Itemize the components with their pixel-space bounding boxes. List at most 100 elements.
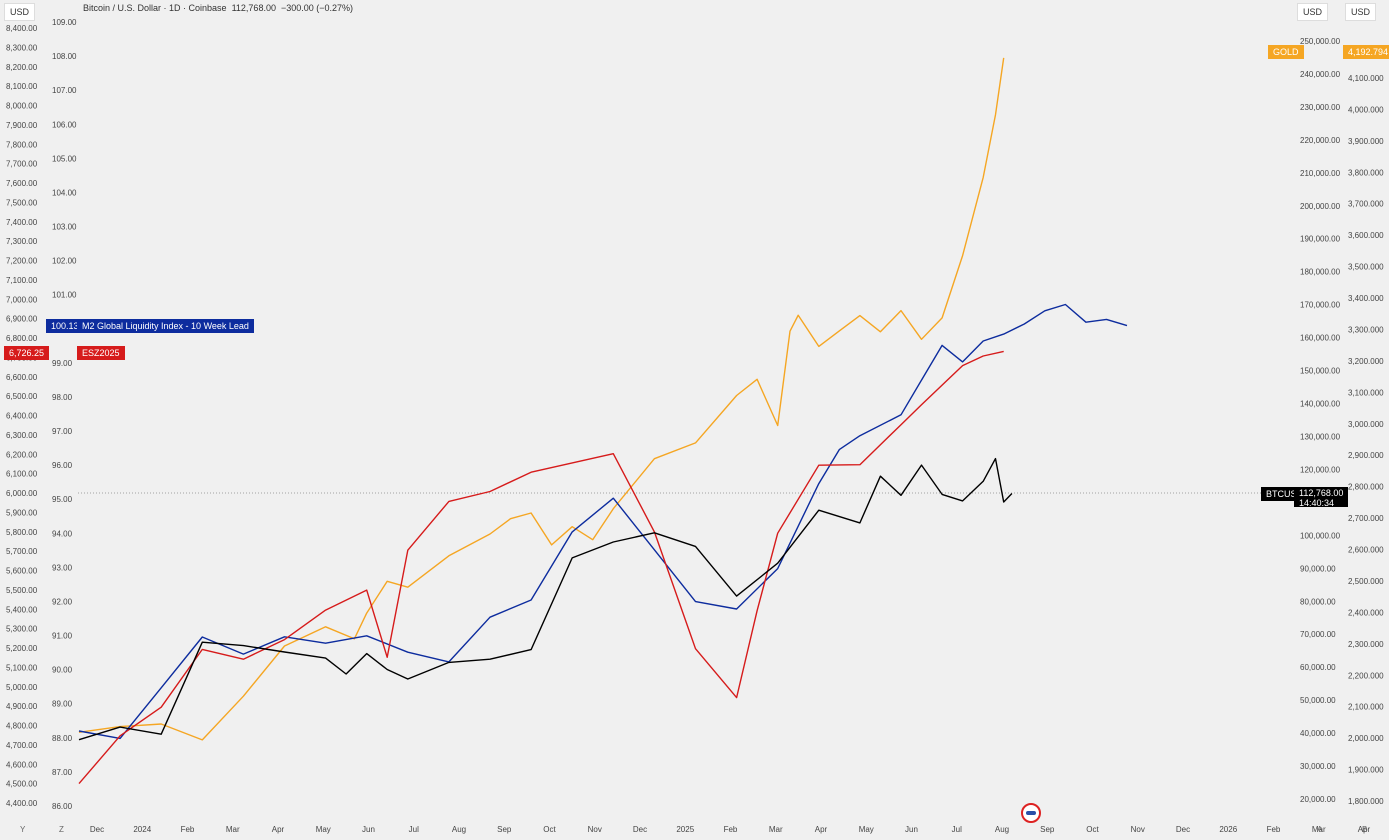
x-tick-label: Apr: [272, 825, 285, 834]
x-tick-label: Jun: [362, 825, 375, 834]
x-tick-label: 2024: [133, 825, 151, 834]
x-tick-label: Dec: [90, 825, 104, 834]
es-axis-tick-label: 7,700.00: [6, 160, 38, 169]
btc-axis-tick-label: 150,000.00: [1300, 367, 1341, 376]
gold-axis-tick-label: 2,300.000: [1348, 640, 1384, 649]
btc-axis-tick-label: 20,000.00: [1300, 795, 1336, 804]
es-axis-tick-label: 6,800.00: [6, 334, 38, 343]
m2-axis-tick-label: 87.00: [52, 768, 73, 777]
es-axis-tick-label: 5,700.00: [6, 547, 38, 556]
gold-axis-tick-label: 3,100.000: [1348, 388, 1384, 397]
es-axis-tick-label: 4,500.00: [6, 780, 38, 789]
m2-axis-tick-label: 93.00: [52, 563, 73, 572]
es-axis-tick-label: 6,500.00: [6, 392, 38, 401]
x-tick-label: Jul: [409, 825, 419, 834]
btc-axis-tick-label: 80,000.00: [1300, 597, 1336, 606]
gold-axis-tick-label: 2,500.000: [1348, 577, 1384, 586]
brand-logo-icon: [1021, 803, 1041, 823]
btc-axis-tick-label: 180,000.00: [1300, 268, 1341, 277]
corner-a[interactable]: A: [1317, 825, 1323, 834]
right-currency-button-1[interactable]: USD: [1297, 3, 1329, 21]
es-axis-tick-label: 5,300.00: [6, 625, 38, 634]
m2-axis-tick-label: 89.00: [52, 700, 73, 709]
corner-z[interactable]: Z: [59, 825, 64, 834]
left-currency-button[interactable]: USD: [4, 3, 36, 21]
es-axis-tick-label: 6,900.00: [6, 315, 38, 324]
es-axis-tick-label: 5,000.00: [6, 683, 38, 692]
es-axis-tick-label: 6,000.00: [6, 489, 38, 498]
btc-axis-tick-label: 160,000.00: [1300, 334, 1341, 343]
corner-y[interactable]: Y: [20, 825, 26, 834]
m2-axis-tick-label: 95.00: [52, 495, 73, 504]
m2-axis-tick-label: 108.00: [52, 52, 77, 61]
es-axis-tick-label: 4,800.00: [6, 722, 38, 731]
gold-axis-tick-label: 1,800.000: [1348, 797, 1384, 806]
gold-axis-tick-label: 3,000.000: [1348, 420, 1384, 429]
m2-value-tag: 100.13: [46, 319, 84, 333]
es-axis-tick-label: 6,300.00: [6, 431, 38, 440]
es-axis-tick-label: 5,100.00: [6, 663, 38, 672]
gold-axis-tick-label: 4,100.000: [1348, 74, 1384, 83]
es-axis-tick-label: 4,700.00: [6, 741, 38, 750]
x-tick-label: Apr: [815, 825, 828, 834]
gold-axis-tick-label: 2,800.000: [1348, 483, 1384, 492]
btc-countdown: 14:40:34: [1299, 498, 1335, 508]
gold-axis-tick-label: 3,900.000: [1348, 137, 1384, 146]
x-tick-label: Mar: [769, 825, 783, 834]
series-line-gold: [78, 57, 1005, 741]
x-tick-label: Dec: [633, 825, 647, 834]
btc-axis-tick-label: 220,000.00: [1300, 136, 1341, 145]
btc-axis-tick-label: 40,000.00: [1300, 729, 1336, 738]
gold-axis-tick-label: 3,200.000: [1348, 357, 1384, 366]
x-tick-label: Feb: [181, 825, 195, 834]
m2-axis-tick-label: 92.00: [52, 597, 73, 606]
es-axis-tick-label: 5,200.00: [6, 644, 38, 653]
es-axis-tick-label: 4,900.00: [6, 702, 38, 711]
es-axis-tick-label: 8,000.00: [6, 102, 38, 111]
m2-axis-tick-label: 86.00: [52, 802, 73, 811]
x-tick-label: May: [316, 825, 331, 834]
gold-value-tag: 4,192.794: [1343, 45, 1389, 59]
x-tick-label: Nov: [1131, 825, 1145, 834]
btc-axis-tick-label: 210,000.00: [1300, 169, 1341, 178]
btc-axis-tick-label: 60,000.00: [1300, 663, 1336, 672]
x-tick-label: Oct: [543, 825, 556, 834]
gold-axis-tick-label: 3,500.000: [1348, 263, 1384, 272]
x-tick-label: Aug: [995, 825, 1009, 834]
es-axis-tick-label: 5,900.00: [6, 508, 38, 517]
es-axis-tick-label: 8,200.00: [6, 63, 38, 72]
es-axis-tick-label: 5,400.00: [6, 605, 38, 614]
gold-axis-tick-label: 3,600.000: [1348, 231, 1384, 240]
es-axis-tick-label: 5,600.00: [6, 567, 38, 576]
gold-axis-tick-label: 1,900.000: [1348, 766, 1384, 775]
m2-axis-tick-label: 109.00: [52, 18, 77, 27]
gold-axis-tick-label: 2,400.000: [1348, 608, 1384, 617]
btc-axis-tick-label: 130,000.00: [1300, 432, 1341, 441]
m2-axis-tick-label: 101.00: [52, 291, 77, 300]
gold-axis-tick-label: 2,900.000: [1348, 451, 1384, 460]
right-currency-button-2[interactable]: USD: [1345, 3, 1377, 21]
gold-axis-tick-label: 2,700.000: [1348, 514, 1384, 523]
m2-axis-tick-label: 99.00: [52, 359, 73, 368]
es-axis-tick-label: 4,400.00: [6, 799, 38, 808]
btc-axis-tick-label: 170,000.00: [1300, 301, 1341, 310]
gold-axis-tick-label: 3,400.000: [1348, 294, 1384, 303]
gold-axis-tick-label: 4,000.000: [1348, 105, 1384, 114]
x-tick-label: Sep: [1040, 825, 1055, 834]
x-tick-label: Sep: [497, 825, 512, 834]
gold-axis-tick-label: 2,600.000: [1348, 546, 1384, 555]
gold-name-tag: GOLD: [1268, 45, 1304, 59]
es-axis-tick-label: 6,400.00: [6, 412, 38, 421]
m2-axis-tick-label: 107.00: [52, 86, 77, 95]
es-axis-tick-label: 8,300.00: [6, 43, 38, 52]
es-name-tag: ESZ2025: [77, 346, 125, 360]
btc-axis-tick-label: 100,000.00: [1300, 531, 1341, 540]
x-tick-label: Dec: [1176, 825, 1190, 834]
btc-axis-tick-label: 240,000.00: [1300, 70, 1341, 79]
es-axis-tick-label: 7,800.00: [6, 140, 38, 149]
es-axis-tick-label: 7,600.00: [6, 179, 38, 188]
es-axis-tick-label: 7,900.00: [6, 121, 38, 130]
corner-b[interactable]: B: [1362, 825, 1368, 834]
btc-axis-tick-label: 70,000.00: [1300, 630, 1336, 639]
